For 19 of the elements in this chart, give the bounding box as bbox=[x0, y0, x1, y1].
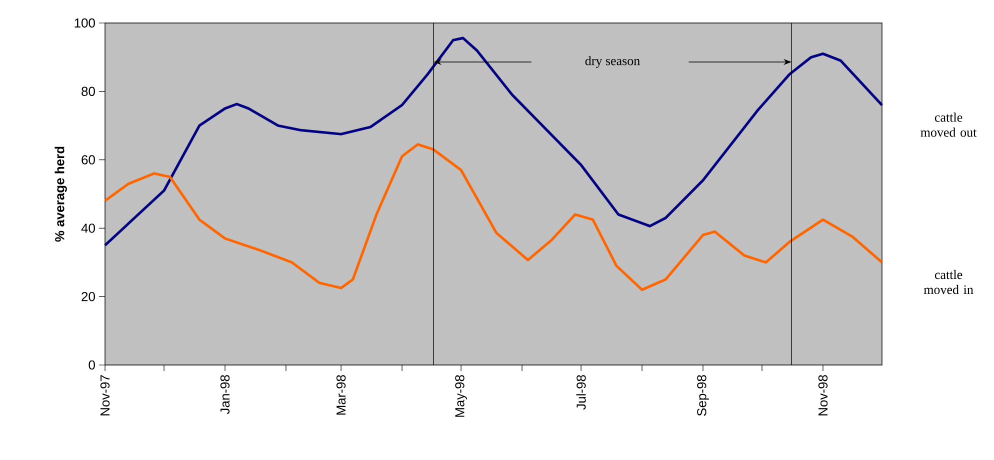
x-tick-label: Mar-98 bbox=[336, 375, 346, 415]
y-tick-label: 40 bbox=[81, 224, 95, 233]
y-tick-label: 80 bbox=[82, 86, 95, 96]
text: cattle moved in bbox=[924, 270, 974, 294]
y-axis-title: % average herd bbox=[54, 146, 67, 242]
text: cattle moved out bbox=[920, 112, 977, 137]
x-tick-label: Sep-98 bbox=[697, 375, 709, 416]
x-tick-label: May-98 bbox=[455, 375, 467, 417]
x-tick-label: Nov-97 bbox=[100, 375, 110, 416]
y-tick-label: 0 bbox=[88, 360, 95, 370]
x-tick-label: Jan-98 bbox=[220, 375, 230, 414]
y-tick-label: 100 bbox=[74, 18, 95, 28]
x-tick-label: Jul-98 bbox=[576, 375, 586, 410]
annotation: dry season bbox=[585, 56, 640, 68]
y-tick-label: 60 bbox=[82, 155, 95, 164]
x-tick-label: Nov-98 bbox=[818, 375, 828, 416]
y-tick-label: 20 bbox=[82, 292, 95, 302]
line-series bbox=[104, 36, 884, 247]
line-series bbox=[104, 143, 884, 292]
